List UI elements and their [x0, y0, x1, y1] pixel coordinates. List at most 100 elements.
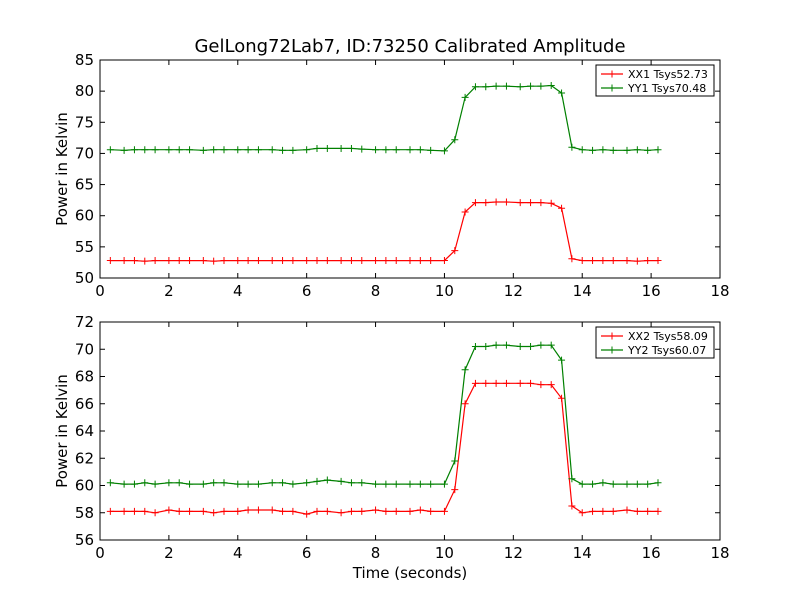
data-point: [186, 507, 194, 515]
data-point: [461, 208, 469, 216]
data-point: [106, 146, 114, 154]
data-point: [482, 379, 490, 387]
y-tick-label: 85: [75, 51, 94, 69]
data-point: [623, 506, 631, 514]
data-point: [372, 257, 380, 265]
data-point: [151, 146, 159, 154]
data-point: [382, 480, 390, 488]
data-point: [323, 476, 331, 484]
data-point: [130, 480, 138, 488]
data-point: [440, 147, 448, 155]
x-tick-label: 12: [504, 544, 523, 562]
data-point: [451, 136, 459, 144]
y-tick-label: 65: [75, 176, 94, 194]
data-point: [599, 479, 607, 487]
data-point: [289, 507, 297, 515]
data-point: [254, 506, 262, 514]
data-point: [303, 479, 311, 487]
data-point: [210, 257, 218, 265]
y-tick-label: 56: [75, 531, 94, 549]
data-point: [654, 146, 662, 154]
data-point: [244, 506, 252, 514]
data-point: [527, 379, 535, 387]
data-point: [382, 257, 390, 265]
data-point: [382, 146, 390, 154]
x-tick-label: 12: [504, 282, 523, 300]
y-axis-label: Power in Kelvin: [53, 112, 71, 226]
y-tick-label: 72: [75, 313, 94, 331]
y-tick-label: 66: [75, 395, 94, 413]
data-point: [358, 257, 366, 265]
data-point: [289, 257, 297, 265]
data-point: [623, 480, 631, 488]
x-tick-label: 18: [710, 282, 729, 300]
legend-entry: XX2 Tsys58.09: [628, 330, 708, 343]
y-tick-label: 62: [75, 449, 94, 467]
x-axis-label: Time (seconds): [352, 564, 468, 582]
legend-marker: [608, 70, 616, 78]
data-point: [416, 146, 424, 154]
data-point: [392, 507, 400, 515]
data-point: [547, 381, 555, 389]
data-point: [644, 257, 652, 265]
data-point: [289, 146, 297, 154]
data-point: [482, 343, 490, 351]
data-point: [440, 257, 448, 265]
data-point: [568, 502, 576, 510]
data-point: [461, 93, 469, 101]
data-point: [347, 144, 355, 152]
data-point: [313, 477, 321, 485]
legend-box: [595, 326, 715, 359]
data-point: [527, 199, 535, 207]
data-point: [451, 457, 459, 465]
data-point: [186, 146, 194, 154]
x-tick-label: 14: [573, 282, 592, 300]
data-point: [427, 146, 435, 154]
data-point: [547, 341, 555, 349]
data-point: [461, 400, 469, 408]
x-tick-label: 4: [233, 282, 243, 300]
data-point: [644, 480, 652, 488]
y-tick-label: 68: [75, 368, 94, 386]
data-point: [141, 146, 149, 154]
data-point: [578, 257, 586, 265]
data-point: [303, 257, 311, 265]
data-point: [558, 394, 566, 402]
data-point: [382, 507, 390, 515]
data-point: [537, 341, 545, 349]
y-tick-label: 75: [75, 113, 94, 131]
y-tick-label: 70: [75, 340, 94, 358]
y-tick-label: 60: [75, 477, 94, 495]
data-point: [654, 257, 662, 265]
data-point: [471, 379, 479, 387]
data-point: [372, 146, 380, 154]
data-point: [199, 480, 207, 488]
data-point: [199, 507, 207, 515]
data-point: [175, 146, 183, 154]
data-point: [599, 146, 607, 154]
y-tick-label: 60: [75, 207, 94, 225]
data-point: [623, 257, 631, 265]
data-point: [268, 506, 276, 514]
data-point: [633, 257, 641, 265]
data-point: [120, 146, 128, 154]
data-point: [633, 507, 641, 515]
data-point: [372, 506, 380, 514]
data-point: [313, 257, 321, 265]
data-point: [568, 475, 576, 483]
x-tick-label: 8: [371, 282, 381, 300]
data-point: [186, 480, 194, 488]
data-point: [199, 257, 207, 265]
data-point: [633, 480, 641, 488]
data-point: [303, 146, 311, 154]
data-point: [323, 507, 331, 515]
x-tick-label: 6: [302, 282, 312, 300]
data-point: [502, 379, 510, 387]
x-tick-label: 4: [233, 544, 243, 562]
data-point: [141, 479, 149, 487]
data-point: [130, 146, 138, 154]
data-point: [165, 479, 173, 487]
data-point: [186, 257, 194, 265]
data-point: [547, 199, 555, 207]
data-point: [220, 479, 228, 487]
